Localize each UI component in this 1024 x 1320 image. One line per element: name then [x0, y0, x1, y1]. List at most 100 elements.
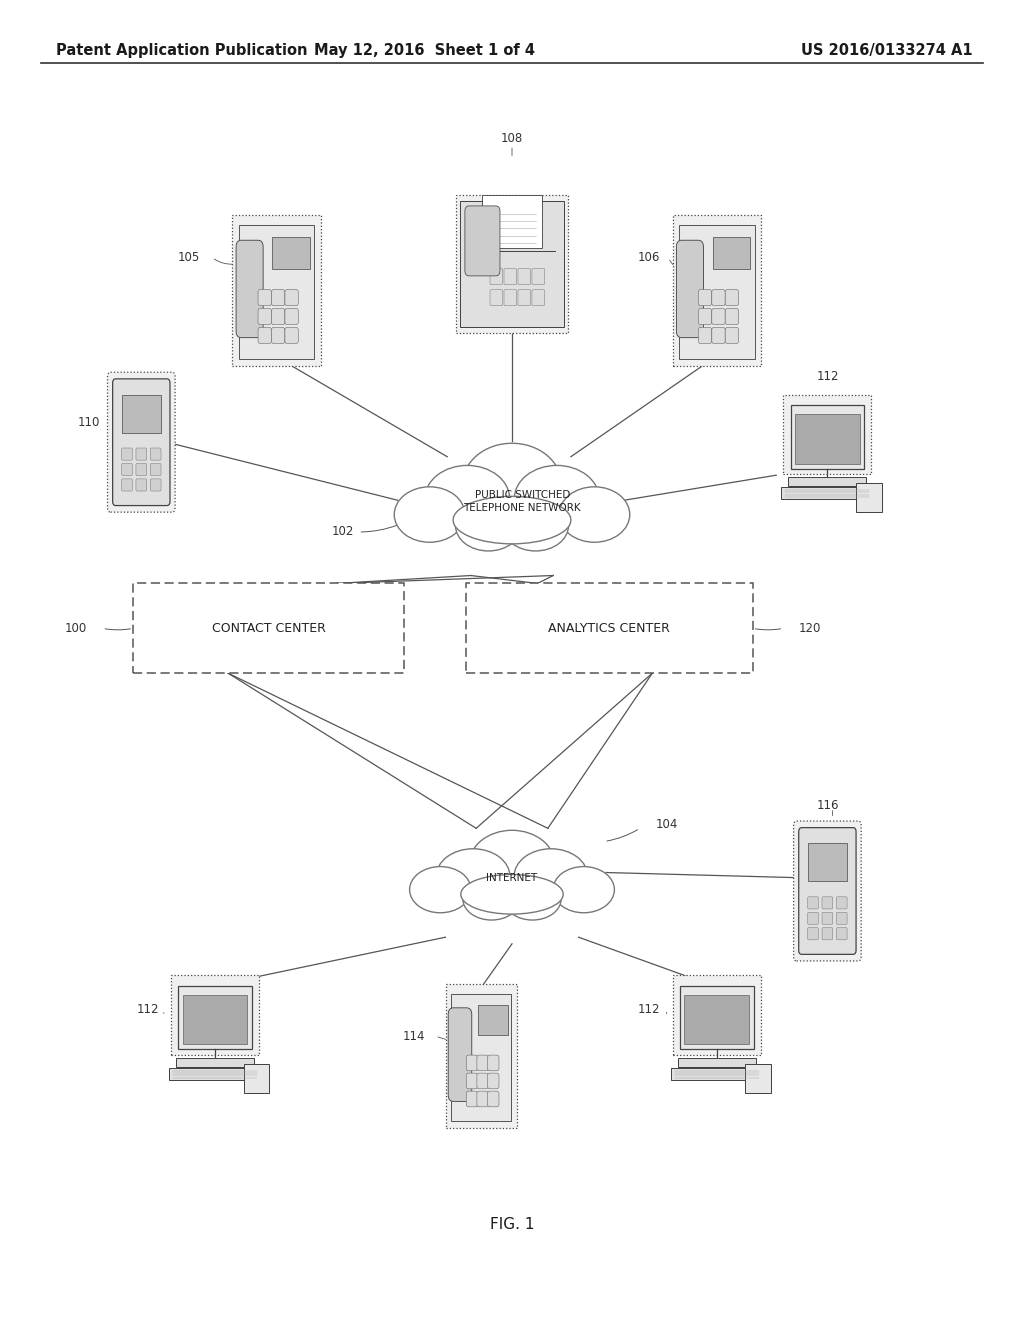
Text: 114: 114: [402, 1030, 425, 1043]
FancyBboxPatch shape: [232, 215, 321, 366]
FancyBboxPatch shape: [808, 912, 818, 924]
FancyBboxPatch shape: [518, 289, 530, 305]
Bar: [781, 487, 873, 499]
FancyBboxPatch shape: [239, 226, 314, 359]
FancyBboxPatch shape: [712, 309, 725, 325]
Bar: [788, 478, 866, 486]
Text: CONTACT CENTER: CONTACT CENTER: [212, 622, 326, 635]
FancyBboxPatch shape: [808, 928, 818, 940]
Ellipse shape: [514, 849, 588, 904]
FancyBboxPatch shape: [518, 268, 530, 284]
Text: May 12, 2016  Sheet 1 of 4: May 12, 2016 Sheet 1 of 4: [314, 42, 536, 58]
FancyBboxPatch shape: [822, 928, 833, 940]
FancyBboxPatch shape: [487, 1055, 499, 1071]
Bar: [795, 414, 860, 463]
FancyBboxPatch shape: [477, 1092, 488, 1106]
FancyBboxPatch shape: [178, 986, 252, 1049]
FancyBboxPatch shape: [679, 226, 755, 359]
Ellipse shape: [410, 866, 471, 913]
Bar: [678, 1059, 756, 1067]
FancyBboxPatch shape: [136, 479, 146, 491]
FancyBboxPatch shape: [822, 896, 833, 909]
Ellipse shape: [469, 830, 555, 899]
Bar: [133, 583, 404, 673]
FancyBboxPatch shape: [449, 1008, 472, 1101]
Ellipse shape: [425, 466, 510, 532]
Bar: [122, 395, 161, 433]
FancyBboxPatch shape: [452, 994, 511, 1121]
Text: US 2016/0133274 A1: US 2016/0133274 A1: [801, 42, 973, 58]
Text: 100: 100: [65, 622, 87, 635]
FancyBboxPatch shape: [258, 327, 271, 343]
Text: 112: 112: [638, 1003, 660, 1016]
Ellipse shape: [463, 878, 520, 920]
FancyBboxPatch shape: [712, 289, 725, 306]
Text: Patent Application Publication: Patent Application Publication: [56, 42, 308, 58]
FancyBboxPatch shape: [271, 327, 285, 343]
Text: 104: 104: [655, 818, 678, 832]
Bar: [466, 583, 753, 673]
Text: 106: 106: [638, 251, 660, 264]
FancyBboxPatch shape: [285, 327, 298, 343]
Text: ANALYTICS CENTER: ANALYTICS CENTER: [548, 622, 671, 635]
FancyBboxPatch shape: [477, 1073, 488, 1089]
Ellipse shape: [503, 500, 568, 550]
FancyBboxPatch shape: [794, 821, 861, 961]
Text: 112: 112: [817, 370, 840, 383]
Bar: [671, 1068, 763, 1080]
Bar: [745, 1064, 771, 1093]
Text: 116: 116: [817, 799, 840, 812]
FancyBboxPatch shape: [531, 268, 545, 284]
Text: 110: 110: [78, 416, 100, 429]
FancyBboxPatch shape: [673, 215, 761, 366]
FancyBboxPatch shape: [258, 289, 271, 306]
FancyBboxPatch shape: [122, 463, 132, 475]
Bar: [684, 995, 750, 1044]
Text: 120: 120: [799, 622, 821, 635]
FancyBboxPatch shape: [791, 405, 864, 469]
Ellipse shape: [453, 496, 571, 544]
FancyBboxPatch shape: [151, 447, 161, 461]
FancyBboxPatch shape: [151, 463, 161, 475]
FancyBboxPatch shape: [237, 240, 263, 338]
Ellipse shape: [504, 878, 561, 920]
Ellipse shape: [463, 444, 561, 525]
Ellipse shape: [394, 487, 465, 543]
FancyBboxPatch shape: [725, 327, 738, 343]
FancyBboxPatch shape: [466, 1055, 477, 1071]
Bar: [244, 1064, 269, 1093]
Bar: [808, 843, 847, 882]
Text: FIG. 1: FIG. 1: [489, 1217, 535, 1233]
FancyBboxPatch shape: [108, 372, 175, 512]
FancyBboxPatch shape: [837, 928, 847, 940]
Bar: [461, 201, 563, 327]
Text: 108: 108: [501, 132, 523, 145]
FancyBboxPatch shape: [466, 1073, 477, 1089]
Text: PUBLIC SWITCHED
TELEPHONE NETWORK: PUBLIC SWITCHED TELEPHONE NETWORK: [464, 490, 581, 513]
FancyBboxPatch shape: [285, 309, 298, 325]
FancyBboxPatch shape: [258, 309, 271, 325]
FancyBboxPatch shape: [837, 912, 847, 924]
Ellipse shape: [553, 866, 614, 913]
FancyBboxPatch shape: [837, 896, 847, 909]
Text: INTERNET: INTERNET: [486, 873, 538, 883]
Text: 112: 112: [136, 1003, 159, 1016]
FancyBboxPatch shape: [487, 1092, 499, 1106]
FancyBboxPatch shape: [122, 447, 132, 461]
FancyBboxPatch shape: [783, 395, 871, 474]
FancyBboxPatch shape: [271, 309, 285, 325]
FancyBboxPatch shape: [136, 463, 146, 475]
Bar: [272, 236, 310, 269]
FancyBboxPatch shape: [725, 309, 738, 325]
Bar: [478, 1005, 508, 1035]
Text: 105: 105: [177, 251, 200, 264]
FancyBboxPatch shape: [457, 195, 567, 333]
FancyBboxPatch shape: [808, 896, 818, 909]
FancyBboxPatch shape: [799, 828, 856, 954]
FancyBboxPatch shape: [487, 1073, 499, 1089]
FancyBboxPatch shape: [136, 447, 146, 461]
FancyBboxPatch shape: [285, 289, 298, 306]
FancyBboxPatch shape: [171, 975, 259, 1055]
FancyBboxPatch shape: [531, 289, 545, 305]
FancyBboxPatch shape: [698, 309, 712, 325]
